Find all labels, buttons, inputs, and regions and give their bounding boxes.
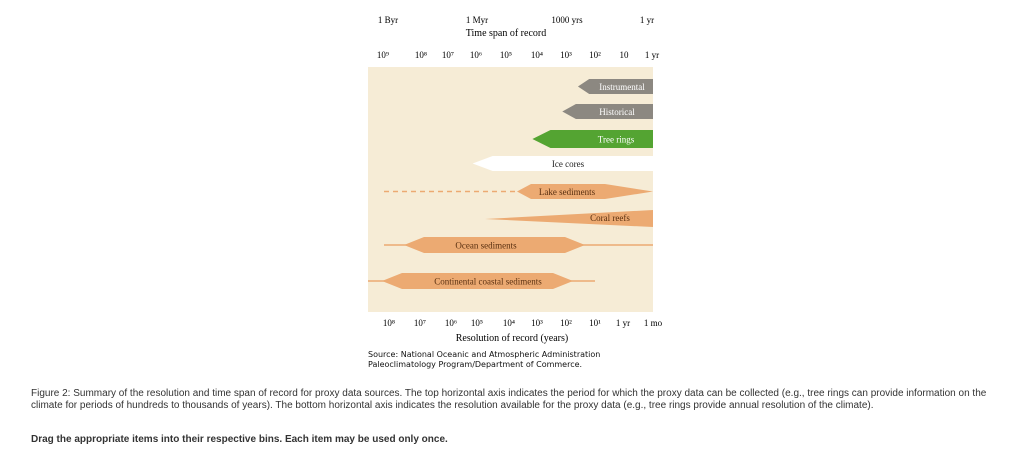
bottom-tick-label: 10⁴ (503, 318, 515, 328)
top-tick-label: 10 (620, 50, 630, 60)
bar-shape (382, 273, 573, 289)
bar-shape (532, 130, 653, 148)
bar-label: Historical (599, 107, 635, 117)
bar-shape (404, 237, 585, 253)
bar-label: Ocean sediments (455, 241, 517, 251)
bottom-tick-label: 10¹ (589, 318, 601, 328)
top-tick-label: 10⁵ (500, 50, 512, 60)
bar-label: Ice cores (552, 159, 585, 169)
bar-shape (562, 104, 653, 119)
bar-label: Tree rings (598, 135, 635, 145)
proxy-data-chart: 1 Byr 1 Myr 1000 yrs 1 yr Time span of r… (368, 15, 663, 369)
top-tick-label: 1 yr (645, 50, 659, 60)
bottom-tick-label: 10⁷ (414, 318, 426, 328)
bottom-tick-label: 10² (560, 318, 572, 328)
bar-label: Continental coastal sediments (434, 277, 542, 287)
top-major-label: 1000 yrs (551, 15, 583, 25)
bottom-axis: 10⁸ 10⁷ 10⁶ 10⁵ 10⁴ 10³ 10² 10¹ 1 yr 1 mo Resolut… (383, 318, 663, 344)
top-axis: 1 Byr 1 Myr 1000 yrs 1 yr Time span of r… (377, 15, 659, 60)
top-axis-title: Time span of record (466, 28, 546, 39)
proxy-bar-ice-cores: Ice cores (472, 156, 653, 171)
bottom-tick-label: 1 yr (616, 318, 630, 328)
proxy-bar-historical: Historical (562, 104, 653, 119)
proxy-bar-lake-sediments: Lake sediments (384, 184, 653, 199)
bar-label: Lake sediments (539, 187, 596, 197)
source-line: Source: National Oceanic and Atmospheric… (368, 350, 600, 359)
bar-shape (472, 156, 653, 171)
top-major-label: 1 Byr (378, 15, 398, 25)
bottom-axis-title: Resolution of record (years) (456, 333, 568, 344)
bar-label: Instrumental (599, 82, 645, 92)
top-major-label: 1 Myr (466, 15, 488, 25)
proxy-bar-coral-reefs: Coral reefs (485, 210, 653, 227)
top-tick-label: 10² (589, 50, 601, 60)
source-line: Paleoclimatology Program/Department of C… (368, 360, 582, 369)
proxy-bar-instrumental: Instrumental (577, 79, 653, 94)
bar-shape (577, 79, 653, 94)
bottom-tick-label: 10³ (531, 318, 543, 328)
bottom-tick-label: 1 mo (644, 318, 663, 328)
bar-shape (517, 184, 653, 199)
instruction-text: Drag the appropriate items into their re… (31, 434, 448, 445)
proxy-bars: Instrumental Historical Tree rings Ice core… (368, 79, 653, 289)
top-tick-label: 10³ (560, 50, 572, 60)
proxy-bar-continental-coastal-sediments: Continental coastal sediments (368, 273, 595, 289)
top-major-label: 1 yr (640, 15, 654, 25)
proxy-bar-ocean-sediments: Ocean sediments (384, 237, 653, 253)
bottom-tick-label: 10⁶ (445, 318, 457, 328)
proxy-bar-tree-rings: Tree rings (532, 130, 653, 148)
bottom-tick-label: 10⁵ (471, 318, 483, 328)
figure-caption: Figure 2: Summary of the resolution and … (31, 388, 987, 411)
bar-shape (485, 210, 653, 227)
bottom-tick-label: 10⁸ (383, 318, 395, 328)
top-tick-label: 10⁸ (415, 50, 427, 60)
top-tick-label: 10⁶ (470, 50, 482, 60)
top-tick-label: 10⁷ (442, 50, 454, 60)
top-tick-label: 10⁴ (531, 50, 543, 60)
bar-label: Coral reefs (590, 213, 630, 223)
top-tick-label: 10⁹ (377, 50, 389, 60)
